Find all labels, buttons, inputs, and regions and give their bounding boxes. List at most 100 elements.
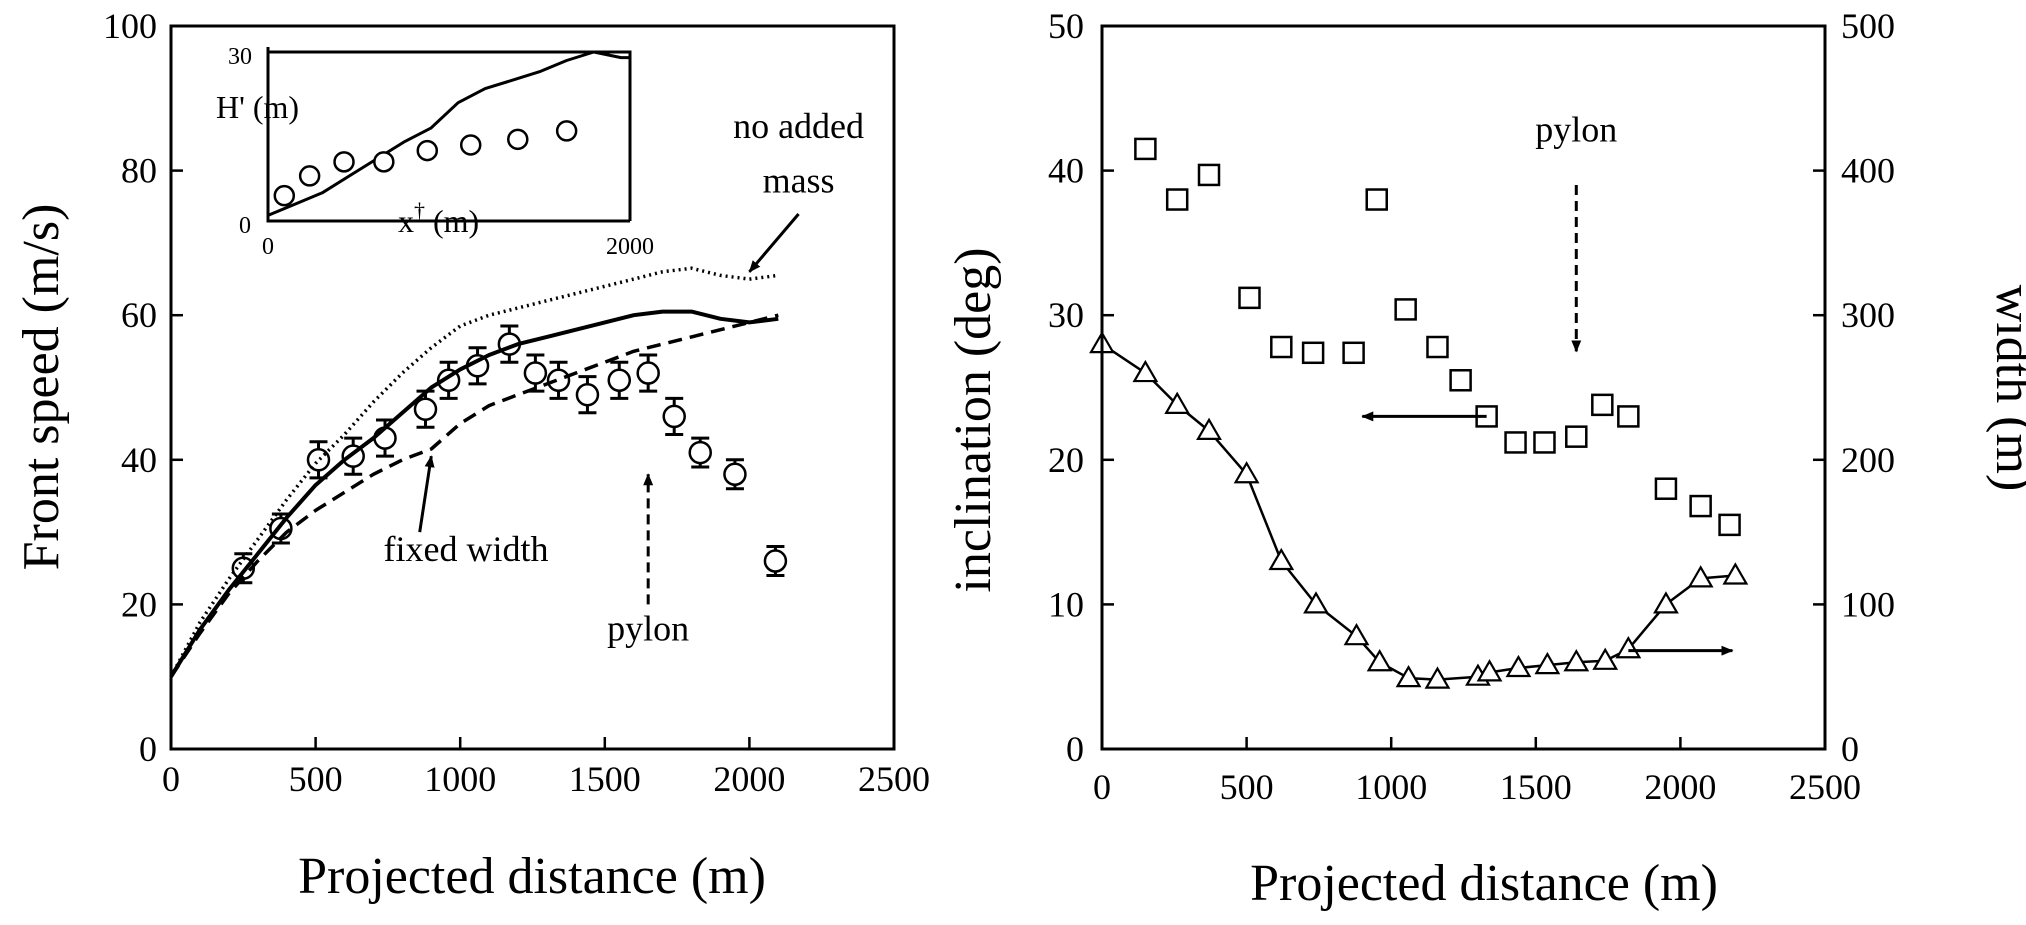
- right-inclination-point: [1689, 494, 1712, 518]
- right-x-axis-label: Projected distance (m): [1250, 855, 1718, 912]
- right-x-tick-label: 1500: [1500, 767, 1572, 807]
- right-plot-marks: pylon: [1089, 110, 1749, 689]
- left-data-point: [373, 426, 397, 450]
- right-width-point: [1233, 461, 1260, 484]
- left-data-point: [607, 368, 632, 393]
- right-x-tick-label: 1000: [1355, 767, 1427, 807]
- right-width-point: [1132, 359, 1159, 383]
- inset-marks: [266, 47, 632, 223]
- left-y-tick-label: 80: [121, 151, 157, 191]
- left-series-line-dashed: [169, 313, 779, 678]
- left-series-line-solid: [169, 309, 779, 678]
- right-chart: pylon 0 500 1000 1500 2000 250001020304050010…: [945, 6, 2026, 912]
- right-width-point: [1687, 565, 1714, 588]
- inset-frame-left-bottom: [266, 47, 630, 223]
- right-y2-tick-label: 300: [1841, 295, 1895, 335]
- left-annotation: mass: [763, 160, 835, 200]
- left-data-point: [662, 404, 686, 429]
- right-y2-tick-label: 500: [1841, 6, 1895, 46]
- right-inclination-point: [1238, 286, 1261, 310]
- right-y2-axis-label: width (m): [1985, 285, 2026, 492]
- left-series-line-dotted: [169, 266, 779, 678]
- right-y-tick-label: 20: [1048, 440, 1084, 480]
- inset-data-point: [416, 139, 439, 162]
- left-data-point: [723, 462, 747, 487]
- right-inclination-point: [1365, 188, 1388, 211]
- left-plot-marks: no added mass fixed width pylon: [169, 106, 864, 678]
- left-axes-ticks: 0 500 1000 1500 2000 2500 0 20 40 60 80 100: [103, 6, 930, 799]
- left-data-point: [575, 382, 600, 407]
- left-data-point: [523, 361, 548, 385]
- left-x-tick-label: 2000: [713, 759, 785, 799]
- right-width-point: [1268, 547, 1295, 571]
- inset-data-point: [459, 134, 482, 156]
- left-y-axis-label: Front speed (m/s): [13, 204, 70, 571]
- right-inclination-point: [1134, 137, 1157, 161]
- right-y-tick-label: 30: [1048, 295, 1084, 335]
- left-y-tick-label: 40: [121, 440, 157, 480]
- left-annotation: pylon: [607, 609, 689, 649]
- right-x-tick-label: 2000: [1644, 767, 1716, 807]
- right-y-tick-label: 0: [1066, 729, 1084, 769]
- left-arrow: [418, 455, 435, 533]
- inset-y-label: H' (m): [216, 89, 299, 125]
- right-inclination-point: [1394, 298, 1417, 321]
- right-inclination-point: [1654, 477, 1678, 500]
- right-annotation: pylon: [1535, 110, 1617, 150]
- left-data-point: [636, 361, 660, 385]
- right-width-point: [1196, 417, 1222, 440]
- left-x-tick-label: 1000: [424, 759, 496, 799]
- right-width-point: [1505, 654, 1532, 678]
- left-y-tick-label: 0: [139, 729, 157, 769]
- right-inclination-point: [1565, 425, 1588, 448]
- right-width-point: [1653, 591, 1679, 614]
- inset-data-point: [273, 184, 296, 207]
- right-inclination-point: [1342, 341, 1365, 365]
- inset-x-label: x† (m): [398, 198, 479, 239]
- right-width-point: [1563, 649, 1590, 672]
- left-arrow: [748, 213, 800, 273]
- inset-data-point: [373, 151, 395, 173]
- right-inclination-point: [1718, 513, 1741, 537]
- inset-series-line: [267, 50, 630, 217]
- right-inclination-point: [1533, 431, 1556, 454]
- right-y2-tick-label: 0: [1841, 729, 1859, 769]
- right-width-point: [1395, 664, 1422, 688]
- left-data-point: [413, 397, 438, 421]
- right-width-point: [1476, 659, 1503, 682]
- left-x-axis-label: Projected distance (m): [298, 848, 766, 905]
- inset-ytick-top: 30: [228, 44, 252, 70]
- right-inclination-point: [1270, 335, 1293, 359]
- right-inclination-point: [1165, 188, 1189, 211]
- right-width-point: [1343, 623, 1370, 646]
- left-y-tick-label: 100: [103, 6, 157, 46]
- right-inclination-point: [1301, 341, 1325, 365]
- right-inclination-point: [1591, 393, 1614, 417]
- right-width-point: [1722, 562, 1749, 585]
- right-width-line: [1101, 343, 1736, 681]
- left-y-tick-label: 60: [121, 295, 157, 335]
- inset-xtick-right: 2000: [606, 234, 654, 260]
- right-y2-tick-label: 100: [1841, 584, 1895, 624]
- right-y-axis-label: inclination (deg): [945, 247, 1002, 592]
- left-x-tick-label: 500: [289, 759, 343, 799]
- left-annotation: no added: [733, 106, 864, 146]
- left-data-point: [546, 368, 571, 393]
- right-inclination-point: [1504, 431, 1527, 454]
- right-inclination-point: [1449, 369, 1472, 392]
- right-inclination-point: [1617, 405, 1640, 428]
- right-width-point: [1424, 666, 1451, 689]
- left-data-point: [688, 440, 712, 465]
- right-x-tick-label: 500: [1220, 767, 1274, 807]
- left-inset: H' (m) x† (m) 30 0 0 2000: [216, 44, 654, 260]
- left-annotation: fixed width: [383, 529, 548, 569]
- right-plot-frame: [1100, 24, 1827, 751]
- right-y2-tick-label: 400: [1841, 151, 1895, 191]
- left-data-point: [763, 549, 788, 573]
- right-width-point: [1366, 649, 1393, 672]
- right-x-tick-label: 2500: [1789, 767, 1861, 807]
- right-width-point: [1164, 391, 1191, 414]
- right-inclination-point: [1197, 163, 1221, 187]
